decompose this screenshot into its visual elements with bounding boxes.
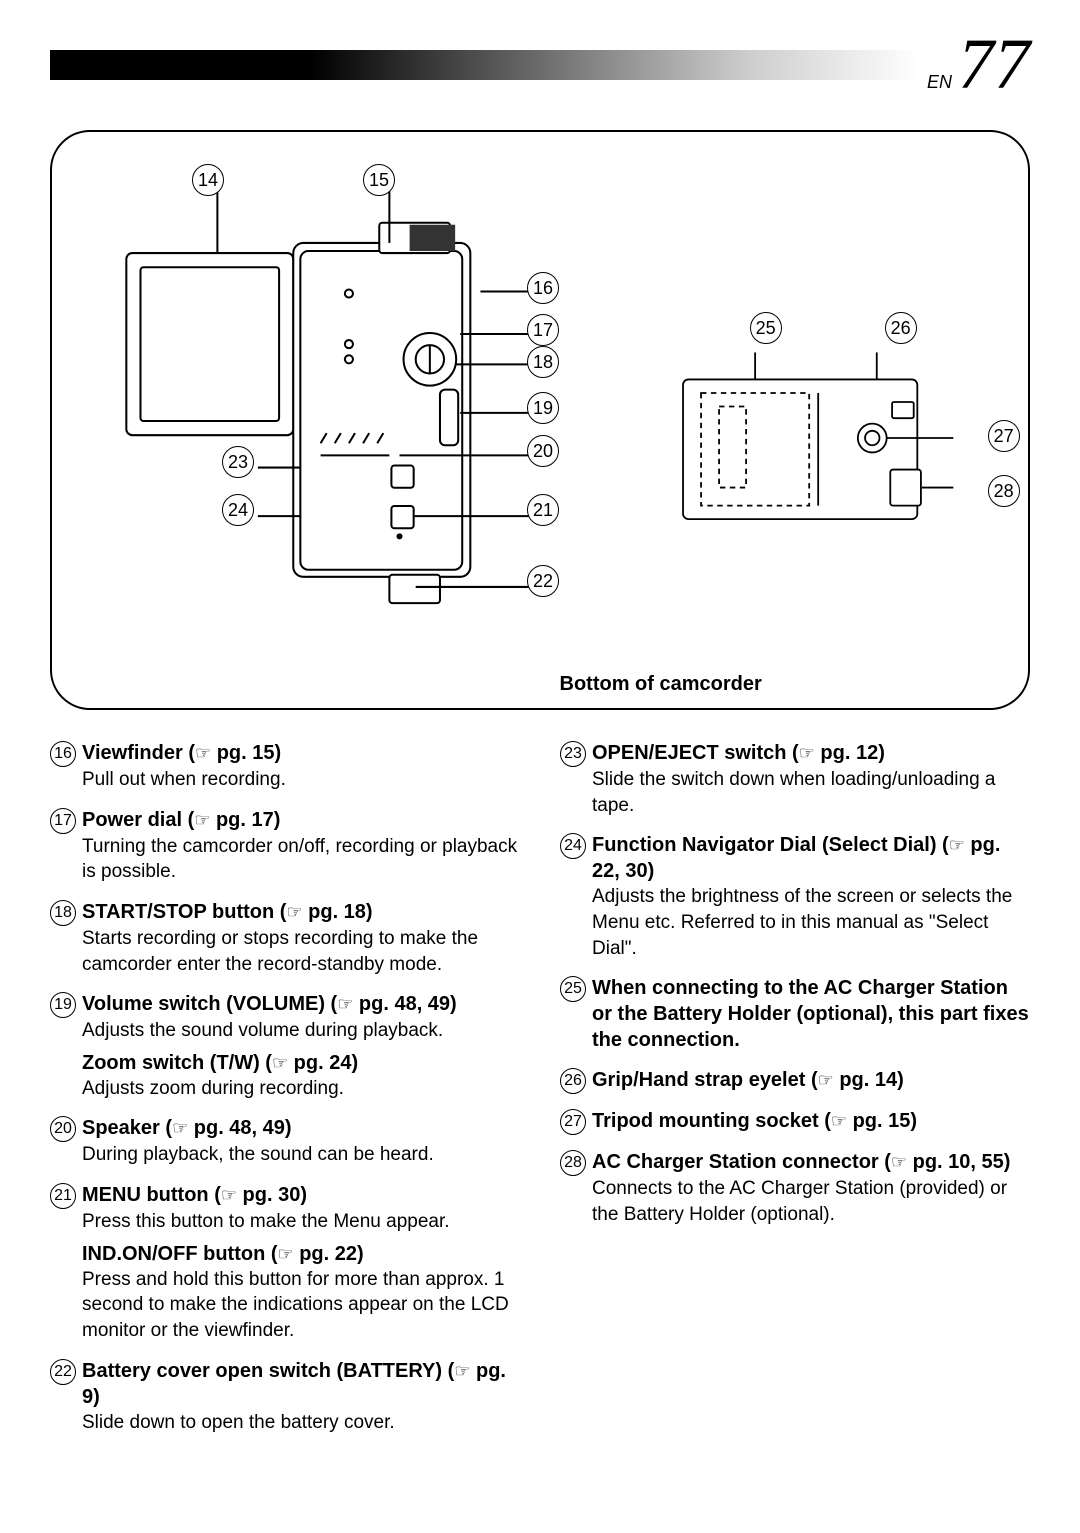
reference-icon (221, 1184, 237, 1206)
reference-icon (195, 742, 211, 764)
item-number: 16 (50, 741, 76, 767)
item-title: AC Charger Station connector ( pg. 10, 5… (592, 1149, 1010, 1175)
item-number: 17 (50, 808, 76, 834)
item-title: START/STOP button ( pg. 18) (82, 899, 373, 925)
item-title: Function Navigator Dial (Select Dial) ( … (592, 832, 1030, 884)
desc-item: 26Grip/Hand strap eyelet ( pg. 14) (560, 1067, 1030, 1094)
item-description: During playback, the sound can be heard. (82, 1142, 520, 1168)
item-number: 23 (560, 741, 586, 767)
callout-20: 20 (527, 435, 559, 467)
item-description: Adjusts the sound volume during playback… (82, 1018, 520, 1044)
callout-26: 26 (885, 312, 917, 344)
nested-item: IND.ON/OFF button ( pg. 22)Press and hol… (82, 1241, 520, 1344)
right-column: 23OPEN/EJECT switch ( pg. 12)Slide the s… (560, 740, 1030, 1449)
callout-14: 14 (192, 164, 224, 196)
item-number: 18 (50, 900, 76, 926)
item-title: Battery cover open switch (BATTERY) ( pg… (82, 1358, 520, 1410)
item-title: Power dial ( pg. 17) (82, 807, 280, 833)
header-gradient-bar (50, 50, 919, 80)
callout-21: 21 (527, 494, 559, 526)
manual-page: EN 77 (0, 0, 1080, 1533)
item-title: Grip/Hand strap eyelet ( pg. 14) (592, 1067, 904, 1093)
callout-28: 28 (988, 475, 1020, 507)
item-number: 26 (560, 1068, 586, 1094)
reference-icon (278, 1243, 294, 1265)
reference-icon (818, 1069, 834, 1091)
item-description: Press this button to make the Menu appea… (82, 1209, 520, 1235)
callout-25: 25 (750, 312, 782, 344)
desc-item: 28AC Charger Station connector ( pg. 10,… (560, 1149, 1030, 1227)
callout-27: 27 (988, 420, 1020, 452)
desc-item: 16Viewfinder ( pg. 15)Pull out when reco… (50, 740, 520, 793)
callout-18: 18 (527, 346, 559, 378)
item-description: Slide the switch down when loading/unloa… (592, 767, 1030, 818)
nested-description: Adjusts zoom during recording. (82, 1076, 520, 1102)
item-number: 28 (560, 1150, 586, 1176)
item-description: Pull out when recording. (82, 767, 520, 793)
reference-icon (949, 834, 965, 856)
desc-item: 24Function Navigator Dial (Select Dial) … (560, 832, 1030, 961)
nested-description: Press and hold this button for more than… (82, 1267, 520, 1344)
callout-24: 24 (222, 494, 254, 526)
desc-item: 23OPEN/EJECT switch ( pg. 12)Slide the s… (560, 740, 1030, 818)
item-number: 19 (50, 992, 76, 1018)
item-title: OPEN/EJECT switch ( pg. 12) (592, 740, 885, 766)
page-number: 77 (958, 36, 1030, 94)
desc-item: 22Battery cover open switch (BATTERY) ( … (50, 1358, 520, 1436)
page-number-wrap: EN 77 (927, 36, 1030, 94)
desc-item: 17Power dial ( pg. 17)Turning the camcor… (50, 807, 520, 885)
desc-item: 25When connecting to the AC Charger Stat… (560, 975, 1030, 1053)
item-description: Adjusts the brightness of the screen or … (592, 884, 1030, 961)
desc-item: 27Tripod mounting socket ( pg. 15) (560, 1108, 1030, 1135)
item-description: Connects to the AC Charger Station (prov… (592, 1176, 1030, 1227)
callout-16: 16 (527, 272, 559, 304)
page-number-prefix: EN (927, 72, 952, 93)
reference-icon (454, 1360, 470, 1382)
reference-icon (799, 742, 815, 764)
callout-19: 19 (527, 392, 559, 424)
item-title: Viewfinder ( pg. 15) (82, 740, 281, 766)
callout-22: 22 (527, 565, 559, 597)
nested-title: IND.ON/OFF button ( pg. 22) (82, 1241, 520, 1267)
item-title: Speaker ( pg. 48, 49) (82, 1115, 292, 1141)
item-number: 20 (50, 1116, 76, 1142)
desc-item: 18START/STOP button ( pg. 18)Starts reco… (50, 899, 520, 977)
item-title: When connecting to the AC Charger Statio… (592, 975, 1030, 1053)
camcorder-side-diagram: 14 15 16 17 18 19 20 21 22 23 24 (82, 162, 596, 678)
bottom-label: Bottom of camcorder (560, 673, 762, 696)
nested-title: Zoom switch (T/W) ( pg. 24) (82, 1050, 520, 1076)
page-header: EN 77 (50, 30, 1030, 100)
callout-15: 15 (363, 164, 395, 196)
item-number: 27 (560, 1109, 586, 1135)
item-number: 21 (50, 1183, 76, 1209)
reference-icon (272, 1052, 288, 1074)
diagram-area: 14 15 16 17 18 19 20 21 22 23 24 (82, 162, 998, 678)
item-number: 25 (560, 976, 586, 1002)
reference-icon (831, 1110, 847, 1132)
callout-23: 23 (222, 446, 254, 478)
reference-icon (337, 993, 353, 1015)
reference-icon (286, 901, 302, 923)
item-title: Volume switch (VOLUME) ( pg. 48, 49) (82, 991, 457, 1017)
reference-icon (172, 1117, 188, 1139)
reference-icon (891, 1151, 907, 1173)
desc-item: 20Speaker ( pg. 48, 49)During playback, … (50, 1115, 520, 1168)
item-description: Turning the camcorder on/off, recording … (82, 834, 520, 885)
diagram-frame: 14 15 16 17 18 19 20 21 22 23 24 (50, 130, 1030, 710)
item-number: 24 (560, 833, 586, 859)
reference-icon (194, 809, 210, 831)
nested-item: Zoom switch (T/W) ( pg. 24)Adjusts zoom … (82, 1050, 520, 1102)
desc-item: 19Volume switch (VOLUME) ( pg. 48, 49)Ad… (50, 991, 520, 1101)
item-description: Starts recording or stops recording to m… (82, 926, 520, 977)
item-number: 22 (50, 1359, 76, 1385)
item-description: Slide down to open the battery cover. (82, 1410, 520, 1436)
item-title: MENU button ( pg. 30) (82, 1182, 307, 1208)
description-columns: 16Viewfinder ( pg. 15)Pull out when reco… (50, 740, 1030, 1449)
desc-item: 21MENU button ( pg. 30)Press this button… (50, 1182, 520, 1344)
left-column: 16Viewfinder ( pg. 15)Pull out when reco… (50, 740, 520, 1449)
callout-17: 17 (527, 314, 559, 346)
camcorder-bottom-diagram: 25 26 27 28 (656, 162, 998, 678)
item-title: Tripod mounting socket ( pg. 15) (592, 1108, 917, 1134)
